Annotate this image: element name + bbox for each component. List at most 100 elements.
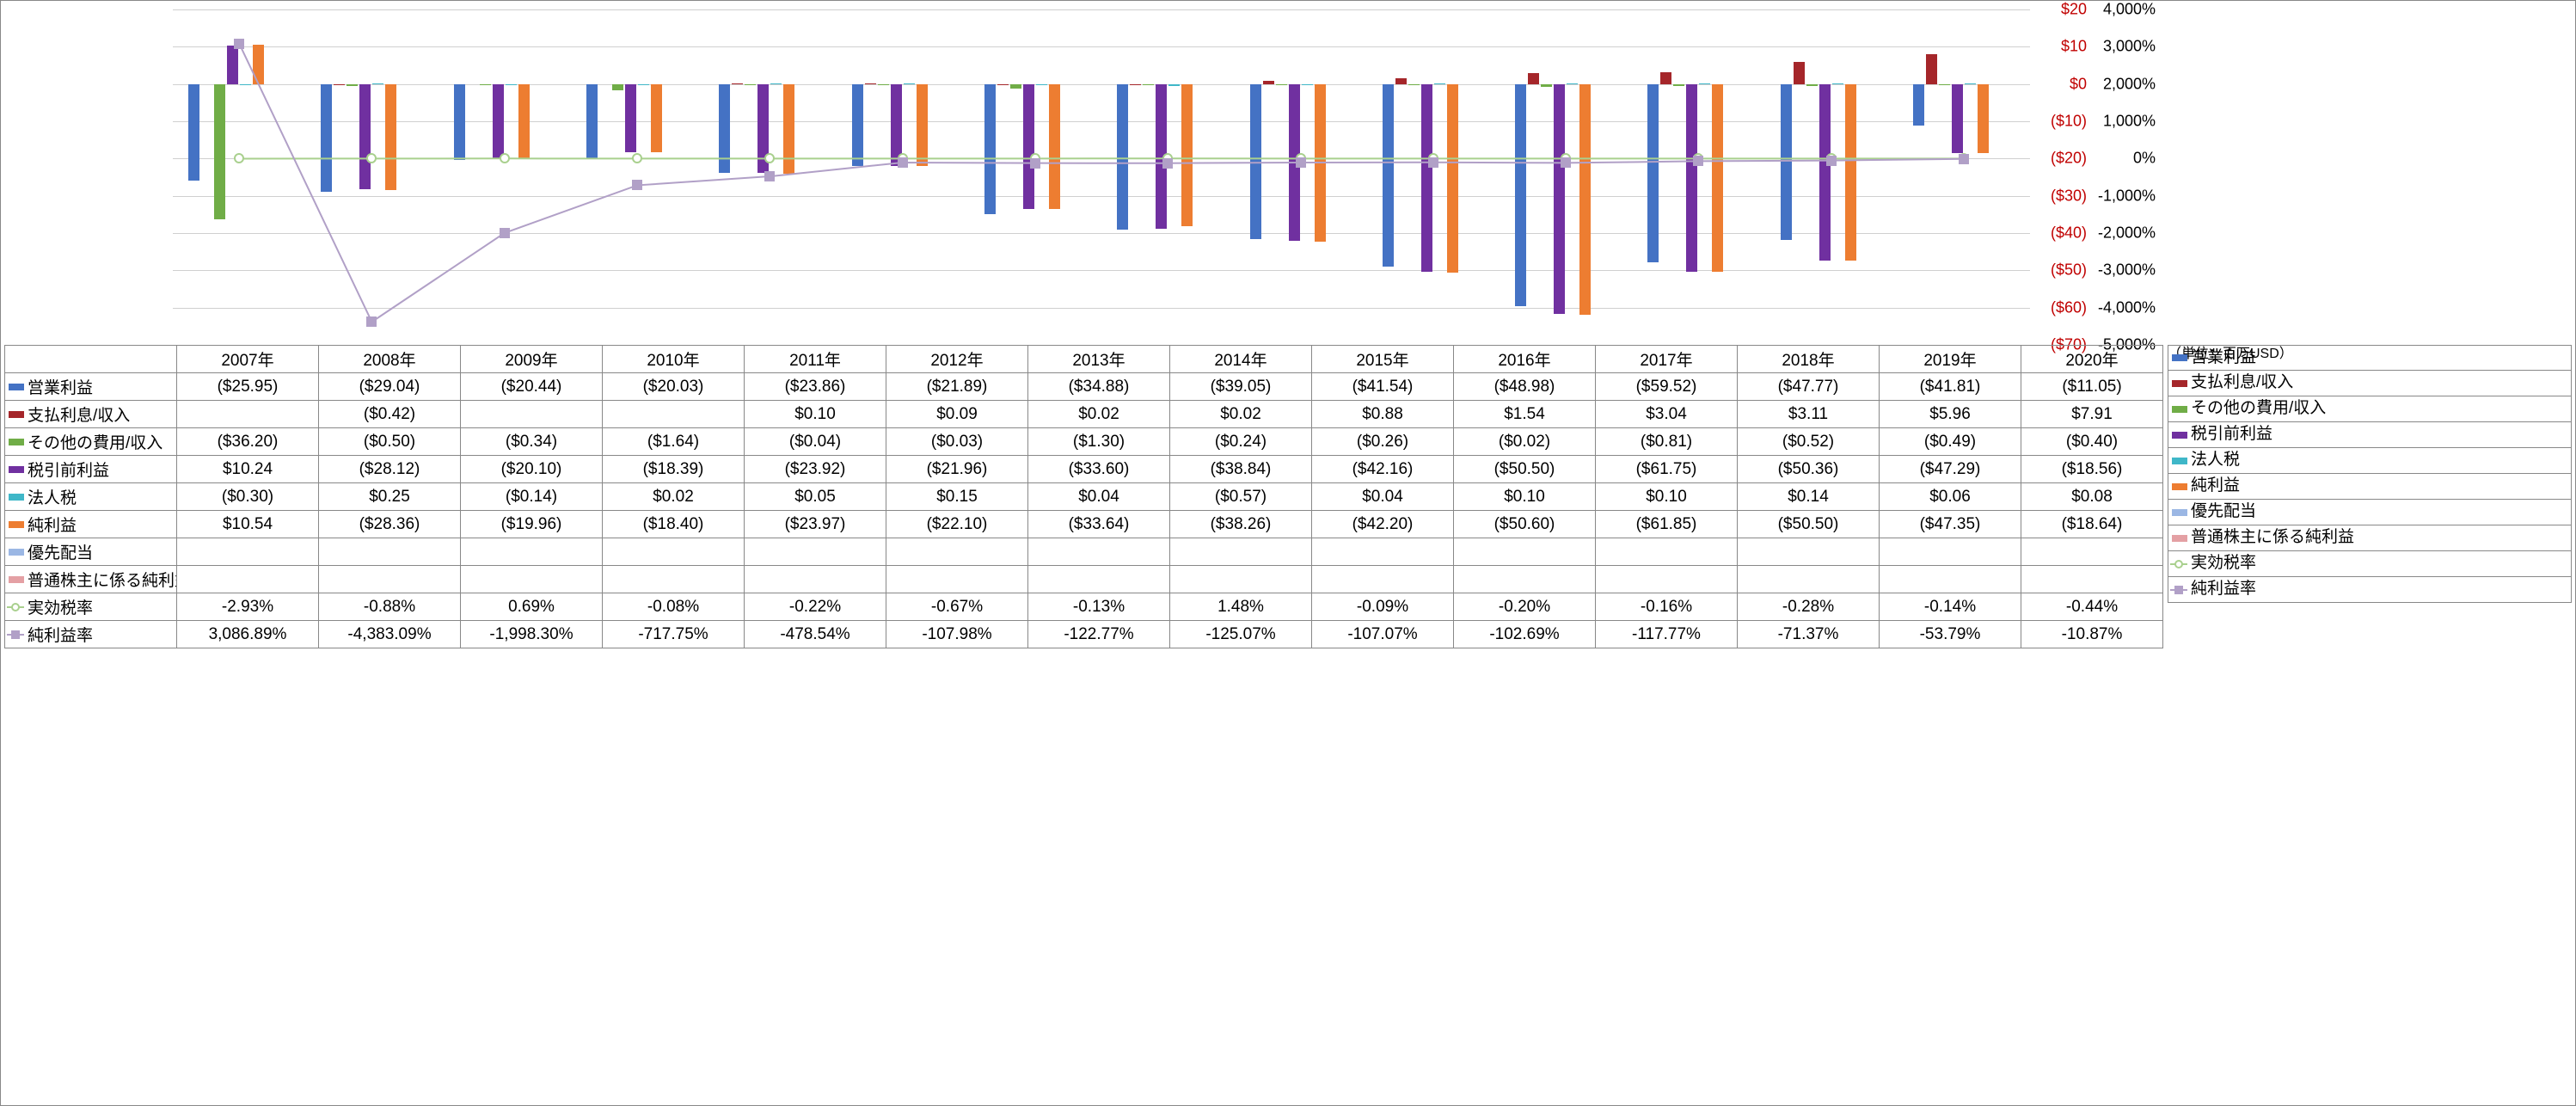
cell-etr: -0.88% (319, 593, 461, 621)
cell-pbt: ($23.92) (745, 456, 886, 483)
cell-tax: $0.10 (1454, 483, 1596, 511)
year-header: 2013年 (1028, 346, 1170, 373)
bar-ni (783, 84, 794, 174)
legend-item-op: 営業利益 (2168, 345, 2572, 371)
bar-tax (506, 84, 517, 85)
y1-tick: ($10) (2051, 113, 2087, 131)
cell-etr: -0.28% (1738, 593, 1880, 621)
cell-pbt: $10.24 (177, 456, 319, 483)
bar-int (1660, 72, 1671, 83)
cell-npm: -122.77% (1028, 621, 1170, 648)
bar-op (1383, 84, 1394, 267)
bar-op (188, 84, 199, 181)
bar-pbt (1023, 84, 1034, 210)
cell-pref (603, 538, 745, 566)
bar-ni (1315, 84, 1326, 242)
marker-npm (764, 171, 775, 181)
bar-tax (1699, 83, 1710, 84)
cell-ni: ($18.64) (2021, 511, 2163, 538)
cell-pref (745, 538, 886, 566)
y1-tick: $0 (2070, 75, 2087, 93)
legend-swatch (2172, 535, 2187, 542)
bar-oth (612, 84, 623, 90)
cell-ni: $10.54 (177, 511, 319, 538)
year-header: 2020年 (2021, 346, 2163, 373)
gridline (173, 84, 2030, 85)
bar-ni (518, 84, 530, 158)
cell-pbt: ($47.29) (1880, 456, 2021, 483)
y1-tick: ($30) (2051, 187, 2087, 205)
cell-npm: -102.69% (1454, 621, 1596, 648)
cell-npm: -107.98% (886, 621, 1028, 648)
y2-tick: -2,000% (2098, 224, 2156, 243)
cell-etr: -0.22% (745, 593, 886, 621)
bar-oth (1143, 84, 1154, 85)
cell-op: ($34.88) (1028, 373, 1170, 401)
y1-tick: ($40) (2051, 224, 2087, 243)
row-header-op: 営業利益 (5, 373, 177, 401)
legend-item-oth: その他の費用/収入 (2168, 396, 2572, 422)
cell-etr: -0.44% (2021, 593, 2163, 621)
cell-pbt: ($50.36) (1738, 456, 1880, 483)
cell-ni: ($28.36) (319, 511, 461, 538)
y2-tick: -3,000% (2098, 261, 2156, 280)
bar-int (1926, 54, 1937, 83)
swatch-ni (9, 521, 24, 528)
cell-pref (1596, 538, 1738, 566)
cell-ni: ($47.35) (1880, 511, 2021, 538)
bar-op (852, 84, 863, 166)
cell-comm (1170, 566, 1312, 593)
cell-pref (1028, 538, 1170, 566)
cell-comm (603, 566, 745, 593)
y1-axis-usd: $20$10$0($10)($20)($30)($40)($50)($60)($… (2039, 9, 2090, 345)
year-header: 2015年 (1312, 346, 1454, 373)
bar-pbt (493, 84, 504, 159)
bar-ni (1049, 84, 1060, 210)
y1-tick: ($60) (2051, 298, 2087, 316)
legend-item-tax: 法人税 (2168, 448, 2572, 474)
bar-ni (1447, 84, 1458, 273)
bar-tax (372, 83, 383, 84)
row-header-oth: その他の費用/収入 (5, 428, 177, 456)
cell-oth: ($1.64) (603, 428, 745, 456)
bar-int (1395, 78, 1407, 84)
cell-ni: ($23.97) (745, 511, 886, 538)
legend-item-pbt: 税引前利益 (2168, 422, 2572, 448)
marker-npm (1296, 157, 1306, 168)
cell-op: ($47.77) (1738, 373, 1880, 401)
bar-ni (1845, 84, 1856, 261)
swatch-op (9, 384, 24, 390)
cell-int: $7.91 (2021, 401, 2163, 428)
cell-tax: $0.14 (1738, 483, 1880, 511)
cell-pref (1738, 538, 1880, 566)
bar-oth (1806, 84, 1818, 86)
bar-oth (1010, 84, 1021, 89)
marker-npm (366, 316, 377, 327)
legend-swatch (2172, 458, 2187, 464)
cell-int: $0.02 (1170, 401, 1312, 428)
cell-ni: ($61.85) (1596, 511, 1738, 538)
legend-label: 支払利息/収入 (2191, 373, 2293, 391)
y2-axis-percent: 4,000%3,000%2,000%1,000%0%-1,000%-2,000%… (2090, 9, 2159, 345)
cell-int: $3.04 (1596, 401, 1738, 428)
row-label: 普通株主に係る純利益 (28, 572, 177, 590)
row-header-int: 支払利息/収入 (5, 401, 177, 428)
y2-tick: 4,000% (2103, 1, 2156, 19)
cell-pbt: ($38.84) (1170, 456, 1312, 483)
row-header-tax: 法人税 (5, 483, 177, 511)
cell-pbt: ($18.56) (2021, 456, 2163, 483)
swatch-pbt (9, 466, 24, 473)
row-header-ni: 純利益 (5, 511, 177, 538)
cell-tax: ($0.14) (461, 483, 603, 511)
cell-ni: ($50.50) (1738, 511, 1880, 538)
marker-etr (764, 153, 775, 163)
cell-tax: $0.25 (319, 483, 461, 511)
cell-etr: -0.16% (1596, 593, 1738, 621)
cell-int: $0.09 (886, 401, 1028, 428)
cell-etr: -2.93% (177, 593, 319, 621)
bar-ni (1978, 84, 1989, 154)
cell-oth: ($0.50) (319, 428, 461, 456)
bar-pbt (359, 84, 371, 189)
cell-tax: $0.04 (1312, 483, 1454, 511)
marker-etr (366, 153, 377, 163)
